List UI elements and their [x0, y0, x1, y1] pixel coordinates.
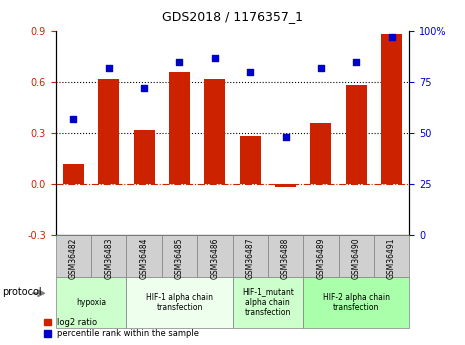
FancyBboxPatch shape	[56, 277, 126, 328]
Text: GSM36489: GSM36489	[316, 238, 326, 279]
Text: HIF-1_mutant
alpha chain
transfection: HIF-1_mutant alpha chain transfection	[242, 287, 294, 317]
Text: GSM36482: GSM36482	[69, 238, 78, 279]
Bar	[275, 184, 296, 187]
FancyBboxPatch shape	[232, 235, 268, 277]
FancyBboxPatch shape	[232, 277, 303, 328]
Text: HIF-2 alpha chain
transfection: HIF-2 alpha chain transfection	[323, 293, 390, 312]
Point	[352, 59, 360, 65]
Bar	[133, 130, 155, 184]
Bar	[239, 136, 261, 184]
Bar	[310, 123, 332, 184]
Point	[246, 69, 254, 75]
Text: GSM36490: GSM36490	[352, 238, 361, 279]
Text: hypoxia: hypoxia	[76, 298, 106, 307]
Text: GSM36488: GSM36488	[281, 238, 290, 279]
Bar	[204, 79, 226, 184]
Text: GDS2018 / 1176357_1: GDS2018 / 1176357_1	[162, 10, 303, 23]
FancyBboxPatch shape	[339, 235, 374, 277]
Point	[176, 59, 183, 65]
Bar	[63, 164, 84, 184]
Point	[282, 134, 289, 140]
Bar	[98, 79, 120, 184]
FancyBboxPatch shape	[56, 235, 91, 277]
FancyBboxPatch shape	[91, 235, 126, 277]
Point	[317, 65, 325, 70]
Point	[211, 55, 219, 60]
Text: GSM36484: GSM36484	[140, 238, 149, 279]
Bar	[381, 34, 402, 184]
Text: GSM36483: GSM36483	[104, 238, 113, 279]
FancyBboxPatch shape	[162, 235, 197, 277]
FancyBboxPatch shape	[126, 235, 162, 277]
FancyBboxPatch shape	[126, 277, 232, 328]
Point	[105, 65, 113, 70]
FancyBboxPatch shape	[268, 235, 303, 277]
Text: GSM36486: GSM36486	[210, 238, 219, 279]
FancyBboxPatch shape	[374, 235, 409, 277]
Bar	[345, 86, 367, 184]
FancyBboxPatch shape	[303, 235, 339, 277]
FancyBboxPatch shape	[197, 235, 232, 277]
FancyBboxPatch shape	[303, 277, 409, 328]
Bar	[169, 72, 190, 184]
Legend: log2 ratio, percentile rank within the sample: log2 ratio, percentile rank within the s…	[41, 315, 202, 341]
Text: GSM36487: GSM36487	[246, 238, 255, 279]
Point	[140, 86, 148, 91]
Point	[388, 34, 395, 40]
Text: protocol: protocol	[2, 287, 42, 296]
Point	[70, 116, 77, 121]
Text: GSM36485: GSM36485	[175, 238, 184, 279]
Text: HIF-1 alpha chain
transfection: HIF-1 alpha chain transfection	[146, 293, 213, 312]
Text: GSM36491: GSM36491	[387, 238, 396, 279]
